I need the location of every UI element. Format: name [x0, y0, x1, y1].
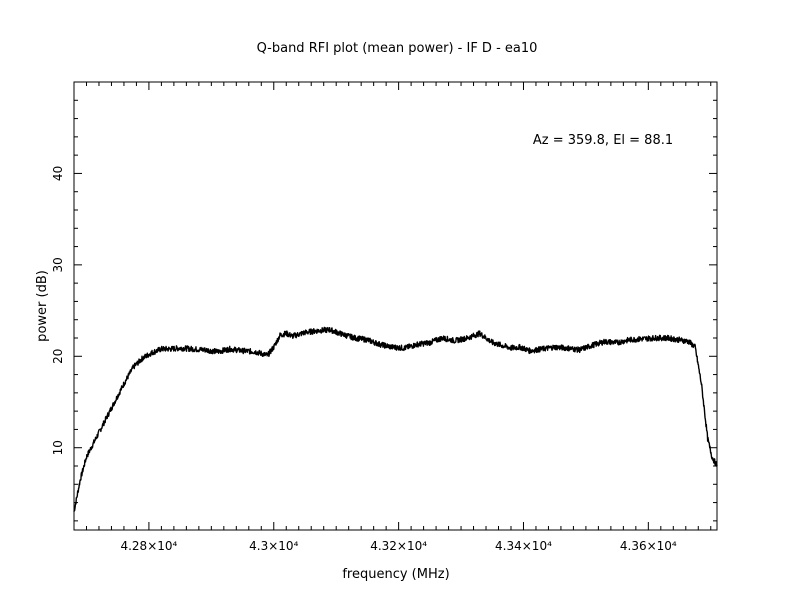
y-axis-label: power (dB) — [35, 270, 50, 342]
x-tick-label: 4.36×10⁴ — [620, 539, 677, 553]
x-tick-label: 4.34×10⁴ — [495, 539, 552, 553]
chart-title: Q-band RFI plot (mean power) - IF D - ea… — [257, 41, 538, 56]
x-tick-label: 4.3×10⁴ — [249, 539, 298, 553]
plot-frame — [73, 81, 718, 531]
y-tick-label: 40 — [51, 166, 65, 181]
y-axis-ticks: 10 20 30 40 — [51, 81, 717, 522]
y-tick-label: 30 — [51, 257, 65, 272]
x-tick-label: 4.32×10⁴ — [370, 539, 427, 553]
az-el-annotation: Az = 359.8, El = 88.1 — [533, 133, 673, 148]
series-layer — [73, 326, 718, 512]
x-axis-ticks: 4.28×10⁴ 4.3×10⁴ 4.32×10⁴ 4.34×10⁴ 4.36×10⁴ — [73, 82, 712, 553]
power-series-line — [73, 326, 718, 512]
x-axis-label: frequency (MHz) — [342, 567, 449, 582]
y-tick-label: 10 — [51, 440, 65, 455]
x-tick-label: 4.28×10⁴ — [120, 539, 177, 553]
y-tick-label: 20 — [51, 349, 65, 364]
